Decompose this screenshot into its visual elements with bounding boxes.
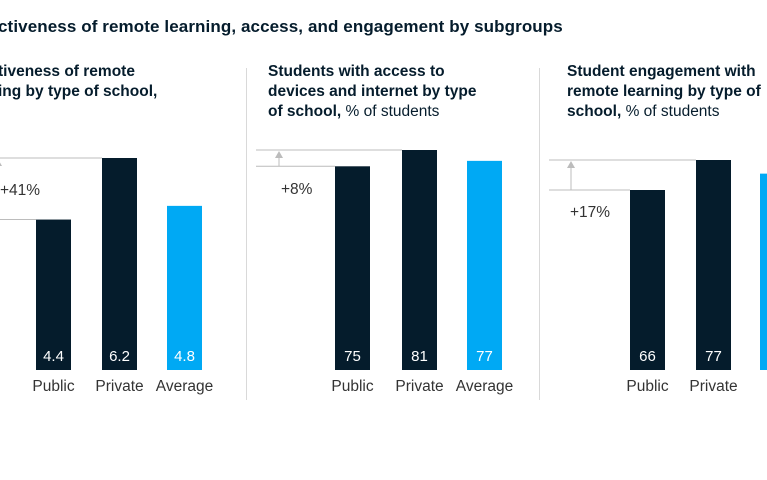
difference-label: +8% [281, 181, 313, 198]
panel-title-text: remote learning by type of [567, 83, 761, 100]
bar-private [402, 150, 437, 370]
category-label: Private [689, 378, 737, 395]
difference-arrow-head [275, 151, 283, 158]
category-label: Public [626, 378, 668, 395]
panel-title-text: ing by type of school, [0, 83, 158, 100]
bar-value-label: 75 [344, 348, 361, 365]
page-title: ctiveness of remote learning, access, an… [0, 17, 563, 36]
bar-value-label: 77 [705, 348, 722, 365]
category-label: Average [456, 378, 513, 395]
bar-average [467, 160, 502, 370]
panel-title-text: school, [567, 103, 622, 120]
bar-average [167, 205, 202, 370]
bar-value-label: 66 [639, 348, 656, 365]
category-label: Public [32, 378, 74, 395]
panel-divider [246, 68, 247, 400]
panel-title-text: % of students [341, 103, 440, 120]
panel-title-line: tiveness of remote [0, 62, 157, 82]
panel-title-text: Student engagement with [567, 63, 756, 80]
panel-title-line: Student engagement with [567, 62, 761, 82]
category-label: Private [95, 378, 143, 395]
panel-title-text: % of students [621, 103, 720, 120]
bar-private [696, 160, 731, 370]
panel-title-line: ing by type of school, [0, 82, 157, 102]
bar-value-label: 77 [476, 348, 493, 365]
difference-label: +41% [0, 182, 40, 199]
panel-title-line: of school, % of students [268, 102, 476, 122]
bar-av [760, 173, 767, 370]
difference-arrow-head [0, 162, 2, 166]
panel-title-text: devices and internet by type [268, 83, 477, 100]
bar-value-label: 6.2 [109, 348, 130, 365]
panel-title-line: devices and internet by type [268, 82, 476, 102]
category-label: Average [156, 378, 213, 395]
difference-arrow-head [567, 161, 575, 168]
bar-private [102, 158, 137, 370]
category-label: Public [331, 378, 373, 395]
panel-title-effectiveness: tiveness of remote ing by type of school, [0, 62, 157, 122]
panel-title-text: Students with access to [268, 63, 445, 80]
panel-divider [539, 68, 540, 400]
panel-title-line: remote learning by type of [567, 82, 761, 102]
bar-public [335, 166, 370, 370]
panel-title-line: school, % of students [567, 102, 761, 122]
panel-title-text: tiveness of remote [0, 63, 135, 80]
bar-public [36, 219, 71, 370]
difference-label: +17% [570, 204, 610, 221]
panel-title-access: Students with access to devices and inter… [268, 62, 476, 122]
panel-title-engagement: Student engagement with remote learning b… [567, 62, 761, 122]
panel-title-line: Students with access to [268, 62, 476, 82]
bar-value-label: 81 [411, 348, 428, 365]
panel-title-text: of school, [268, 103, 342, 120]
bar-value-label: 4.8 [174, 348, 195, 365]
bar-value-label: 4.4 [43, 348, 64, 365]
bar-public [630, 190, 665, 370]
category-label: Private [395, 378, 443, 395]
